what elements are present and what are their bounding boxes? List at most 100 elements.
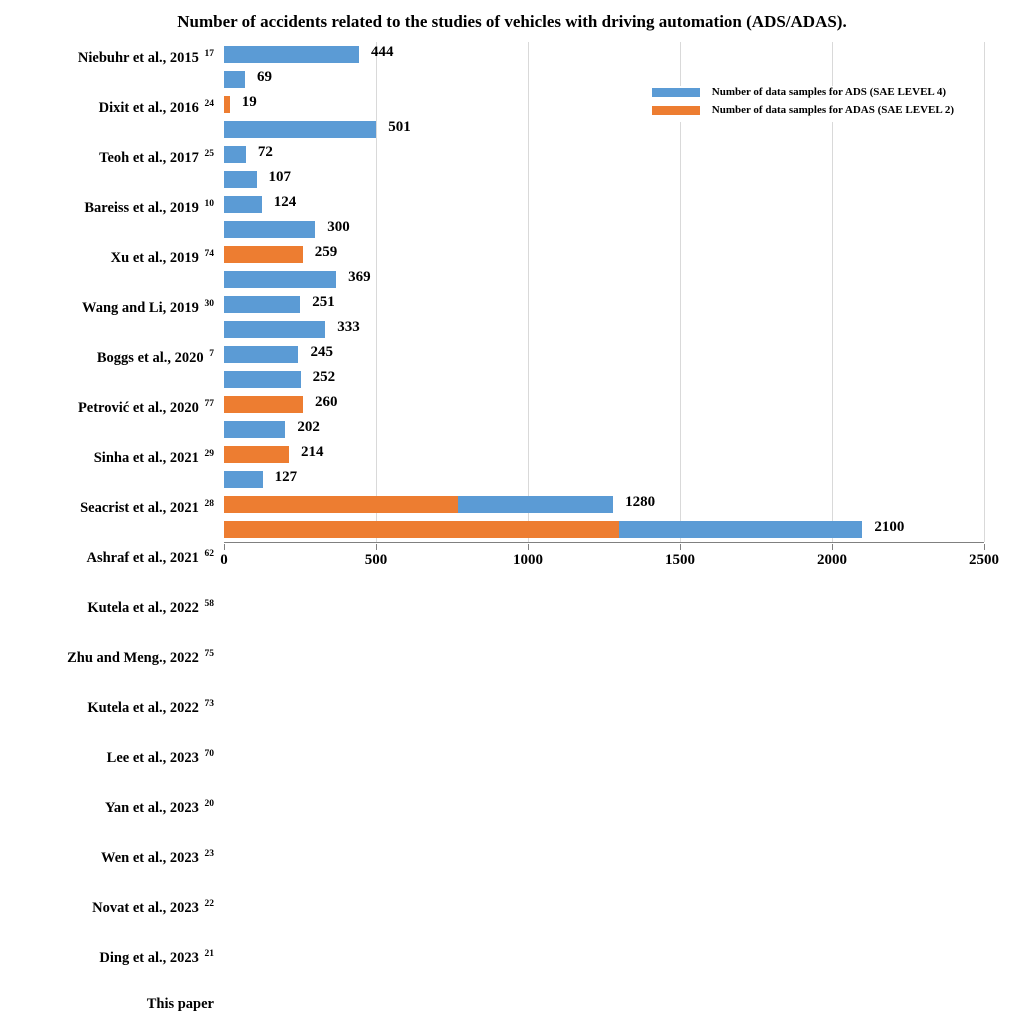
bar-segment [224,146,246,163]
bar-value-label: 124 [274,194,297,211]
bar-row: Kutela et al., 2022 73252 [224,367,984,392]
plot-wrap: 05001000150020002500Niebuhr et al., 2015… [224,42,984,546]
y-axis-label: Petrović et al., 2020 77 [4,392,214,421]
bar-stack [224,121,376,138]
bar-value-label: 202 [297,419,320,436]
bar-segment [224,196,262,213]
legend: Number of data samples for ADS (SAE LEVE… [652,86,954,122]
y-axis-label: Niebuhr et al., 2015 17 [4,42,214,71]
bar-value-label: 259 [315,244,338,261]
y-axis-label: Ashraf et al., 2021 62 [4,542,214,571]
bar-stack [224,71,245,88]
bar-stack [224,471,263,488]
chart-title: Number of accidents related to the studi… [0,12,1024,32]
bar-row: Petrović et al., 2020 77300 [224,217,984,242]
x-tick [376,544,377,550]
x-tick [984,544,985,550]
bar-row: Wen et al., 2023 23214 [224,442,984,467]
bar-value-label: 300 [327,219,350,236]
x-axis-line [224,542,984,543]
y-axis-label: Dixit et al., 2016 24 [4,92,214,121]
gridline [984,42,985,542]
bar-value-label: 2100 [874,519,904,536]
x-tick-label: 500 [365,552,388,569]
bar-segment [224,421,285,438]
y-axis-label: This paper [4,992,214,1017]
x-tick-label: 1000 [513,552,543,569]
bar-segment [619,521,862,538]
bar-stack [224,96,230,113]
bar-segment [224,46,359,63]
bar-stack [224,521,862,538]
bar-segment [458,496,613,513]
bar-segment [224,471,263,488]
bar-value-label: 252 [313,369,336,386]
bar-value-label: 245 [310,344,333,361]
bar-row: Lee et al., 2023 70260 [224,392,984,417]
y-axis-label: Lee et al., 2023 70 [4,742,214,771]
bar-value-label: 369 [348,269,371,286]
bar-stack [224,321,325,338]
bar-row: Niebuhr et al., 2015 17444 [224,42,984,67]
y-axis-label: Bareiss et al., 2019 10 [4,192,214,221]
bar-row: Ding et al., 2023 211280 [224,492,984,517]
bar-row: This paper2100 [224,517,984,542]
y-axis-label: Kutela et al., 2022 58 [4,592,214,621]
legend-label: Number of data samples for ADAS (SAE LEV… [712,104,954,116]
bar-value-label: 444 [371,44,394,61]
bar-stack [224,496,613,513]
bar-row: Wang and Li, 2019 30107 [224,167,984,192]
legend-label: Number of data samples for ADS (SAE LEVE… [712,86,946,98]
bar-segment [224,171,257,188]
bar-row: Boggs et al., 2020 7124 [224,192,984,217]
bar-row: Xu et al., 2019 7472 [224,142,984,167]
x-tick [680,544,681,550]
bar-value-label: 1280 [625,494,655,511]
y-axis-label: Boggs et al., 2020 7 [4,342,214,371]
bar-row: Zhu and Meng., 2022 75245 [224,342,984,367]
bar-value-label: 69 [257,69,272,86]
legend-swatch [652,88,700,97]
chart-container: Number of accidents related to the studi… [0,0,1024,586]
y-axis-label: Novat et al., 2023 22 [4,892,214,921]
bar-stack [224,146,246,163]
bar-segment [224,246,303,263]
bar-value-label: 501 [388,119,411,136]
bar-stack [224,446,289,463]
bar-stack [224,346,298,363]
y-axis-label: Sinha et al., 2021 29 [4,442,214,471]
y-axis-label: Ding et al., 2023 21 [4,942,214,971]
y-axis-label: Xu et al., 2019 74 [4,242,214,271]
bar-stack [224,196,262,213]
bar-stack [224,396,303,413]
bar-row: Sinha et al., 2021 29259 [224,242,984,267]
bar-stack [224,171,257,188]
legend-item: Number of data samples for ADAS (SAE LEV… [652,104,954,116]
bar-segment [224,346,298,363]
x-tick [528,544,529,550]
bar-value-label: 72 [258,144,273,161]
bar-stack [224,221,315,238]
bar-segment [224,271,336,288]
bar-segment [224,296,300,313]
bar-stack [224,421,285,438]
bar-value-label: 127 [275,469,298,486]
legend-item: Number of data samples for ADS (SAE LEVE… [652,86,954,98]
bar-stack [224,296,300,313]
x-tick [832,544,833,550]
bar-value-label: 19 [242,94,257,111]
bar-row: Yan et al., 2023 20202 [224,417,984,442]
bar-value-label: 260 [315,394,338,411]
bar-segment [224,396,303,413]
y-axis-label: Kutela et al., 2022 73 [4,692,214,721]
bar-segment [224,446,289,463]
x-tick-label: 1500 [665,552,695,569]
bar-value-label: 333 [337,319,360,336]
bar-row: Ashraf et al., 2021 62251 [224,292,984,317]
bar-row: Kutela et al., 2022 58333 [224,317,984,342]
bar-segment [224,221,315,238]
x-tick [224,544,225,550]
bar-segment [224,321,325,338]
bar-segment [224,371,301,388]
y-axis-label: Seacrist et al., 2021 28 [4,492,214,521]
